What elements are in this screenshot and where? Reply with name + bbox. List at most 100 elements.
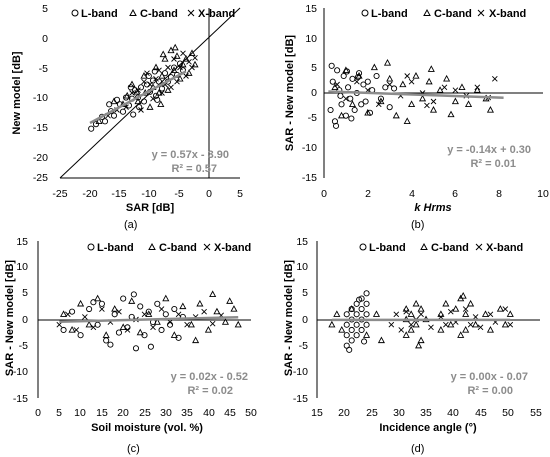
panel-c: L-band C-band X-band 15 10 5 0 -5 -10 -1… [4,236,257,455]
data-point-c-band [496,305,504,312]
legend-marker-c-band [129,8,137,16]
y-tick-label: 5 [42,3,48,15]
data-point-c-band [486,326,494,333]
data-point-c-band [191,60,199,68]
y-tick-label: 10 [16,261,28,273]
data-point-l-band [171,305,178,313]
x-tick-label: 8 [496,188,502,200]
data-point-x-band [174,78,180,85]
data-point-c-band [437,326,445,333]
data-point-x-band [201,308,207,315]
data-point-l-band [358,326,365,334]
data-point-x-band [507,321,514,328]
trend-line-a [89,70,187,125]
data-point-l-band [364,78,371,85]
y-tick-label: -10 [302,142,317,154]
x-tick-label: 0 [35,407,41,419]
y-tick-label: 15 [305,3,317,15]
data-point-c-band [447,110,455,118]
data-point-l-band [162,311,169,318]
data-point-l-band [140,98,148,105]
legend-label-x-band: X-band [486,242,523,254]
data-point-c-band [133,87,141,95]
data-point-c-band [182,55,190,62]
data-point-c-band [77,299,85,307]
panel-label-a: (a) [124,219,137,231]
y-tick-label: -5 [308,112,317,124]
data-point-c-band [119,323,127,330]
legend-label-l-band: L-band [97,242,134,254]
data-point-l-band [115,329,122,336]
legend-marker-c-band [148,242,156,250]
data-point-c-band [95,117,103,124]
data-point-c-band [467,299,475,307]
legend-label-x-band: X-band [489,8,526,20]
legend-label-l-band: L-band [369,242,406,254]
legend-label-c-band: C-band [159,242,197,254]
x-tick-label: 40 [447,407,459,419]
trend-equation-b: y = -0.14x + 0.30 [447,144,531,156]
data-point-l-band [391,85,398,92]
x-tick-label: 35 [181,407,193,419]
data-point-x-band [167,319,173,325]
data-point-c-band [412,72,420,79]
data-point-l-band [348,115,355,122]
data-point-l-band [120,295,127,302]
data-point-c-band [60,310,68,317]
x-tick-label: 15 [311,407,323,419]
data-point-l-band [155,78,163,85]
data-point-l-band [355,70,363,77]
data-point-x-band [141,311,148,318]
data-point-c-band [399,80,407,88]
data-point-c-band [364,108,372,116]
data-point-c-band [481,310,490,317]
data-point-l-band [373,72,380,80]
data-point-x-band [156,67,162,74]
data-point-c-band [196,299,204,307]
data-point-c-band [407,310,415,317]
data-point-l-band [137,84,145,91]
data-point-c-band [462,326,470,333]
data-point-l-band [145,72,152,80]
data-point-x-band [116,308,122,315]
data-point-l-band [337,92,344,99]
data-point-c-band [94,294,102,302]
y-tick-label: 0 [311,87,317,99]
data-point-c-band [338,326,346,333]
data-point-l-band [167,321,174,328]
data-point-l-band [361,338,368,345]
data-point-l-band [338,101,345,108]
data-point-l-band [358,101,365,108]
data-point-x-band [180,50,186,57]
x-tick-label: -25 [52,188,67,200]
data-point-c-band [170,66,178,73]
data-point-l-band [137,303,144,310]
x-tick-label: 5 [56,407,62,419]
x-tick-label: 25 [366,407,378,419]
data-point-x-band [99,306,105,312]
data-point-l-band [386,104,393,111]
data-point-l-band [329,78,336,85]
data-points-b [327,59,498,129]
data-point-l-band [152,92,160,99]
data-point-c-band [464,100,473,107]
data-point-x-band [189,64,195,71]
data-point-c-band [128,297,136,304]
data-point-l-band [363,300,370,307]
data-point-x-band [135,87,141,93]
data-point-c-band [171,43,179,51]
data-point-x-band [56,321,63,328]
data-point-x-band [209,320,216,327]
data-point-l-band [86,305,93,313]
data-point-c-band [209,290,217,298]
data-point-x-band [153,76,159,82]
data-point-l-band [147,343,154,350]
y-tick-label: -25 [33,172,48,184]
data-point-l-band [377,95,384,102]
data-point-l-band [136,104,143,111]
data-point-x-band [375,101,382,108]
y-axis-title-b: SAR - New model [dB] [284,35,296,151]
data-point-c-band [372,310,381,317]
data-point-c-band [128,80,136,88]
